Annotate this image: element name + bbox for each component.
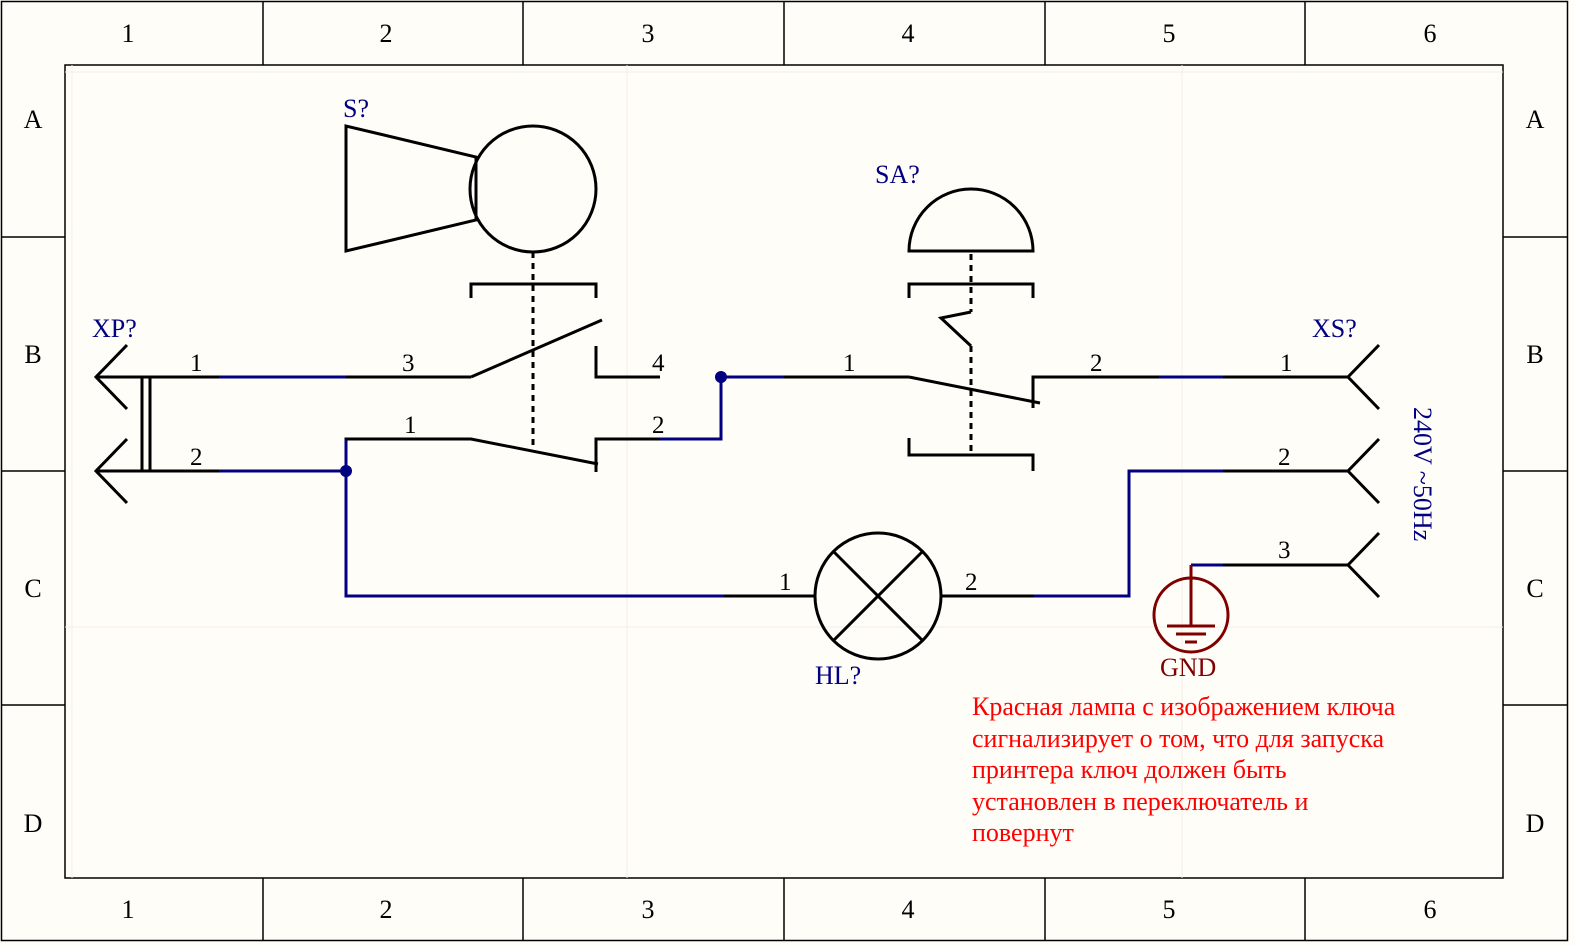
hl-pin-1: 1	[779, 569, 792, 596]
col-label-top: 2	[380, 19, 393, 48]
push-button-sa[interactable]	[784, 187, 1159, 471]
row-label-left: D	[24, 809, 43, 838]
col-label-bottom: 4	[902, 895, 915, 924]
note-line: Красная лампа с изображением ключа	[972, 692, 1396, 721]
key-switch-s[interactable]	[344, 124, 660, 472]
hl-pin-2: 2	[965, 569, 978, 596]
s-pin-4: 4	[652, 350, 665, 377]
col-label-top: 3	[642, 19, 655, 48]
note-line: сигнализирует о том, что для запуска	[972, 724, 1384, 753]
s-pin-1: 1	[404, 412, 417, 439]
junction-dot	[715, 371, 727, 383]
sa-designator: SA?	[875, 160, 920, 189]
row-label-left: A	[24, 105, 43, 134]
xs-pin-2: 2	[1278, 444, 1291, 471]
sa-pin-1: 1	[843, 350, 856, 377]
s-pin-3: 3	[402, 350, 415, 377]
col-label-bottom: 1	[122, 895, 135, 924]
row-label-left: C	[24, 574, 41, 603]
row-label-right: B	[1526, 340, 1543, 369]
col-label-bottom: 5	[1163, 895, 1176, 924]
note-line: принтера ключ должен быть	[972, 755, 1287, 784]
col-label-top: 5	[1163, 19, 1176, 48]
wire-s2-node	[660, 377, 723, 441]
junction-dot	[340, 465, 352, 477]
ground-symbol	[1152, 565, 1230, 654]
socket-xs[interactable]	[1223, 343, 1381, 599]
row-label-right: C	[1526, 574, 1543, 603]
note-line: повернут	[972, 818, 1074, 847]
hl-designator: HL?	[815, 661, 861, 690]
xp-designator: XP?	[92, 314, 137, 343]
note-text: Красная лампа с изображением ключа сигна…	[972, 692, 1396, 847]
xs-designator: XS?	[1312, 314, 1357, 343]
xs-pin-1: 1	[1280, 350, 1293, 377]
col-label-bottom: 3	[642, 895, 655, 924]
wires	[219, 375, 1223, 598]
wire-hl2-xs2	[1034, 469, 1223, 598]
xs-pin-3: 3	[1278, 537, 1291, 564]
xp-pin-1: 1	[190, 350, 203, 377]
col-label-top: 6	[1424, 19, 1437, 48]
note-line: установлен в переключатель и	[972, 787, 1309, 816]
lamp-hl[interactable]	[724, 531, 1034, 661]
plug-xp[interactable]	[93, 343, 219, 505]
row-label-left: B	[24, 340, 41, 369]
gnd-label: GND	[1160, 653, 1216, 682]
row-label-right: D	[1526, 809, 1545, 838]
col-label-top: 4	[902, 19, 915, 48]
supply-voltage-label: 240V ~50Hz	[1408, 407, 1437, 541]
row-label-right: A	[1526, 105, 1545, 134]
wire-xp2-hl1	[219, 469, 724, 598]
s-pin-2: 2	[652, 412, 665, 439]
sa-pin-2: 2	[1090, 350, 1103, 377]
col-label-top: 1	[122, 19, 135, 48]
col-label-bottom: 6	[1424, 895, 1437, 924]
s-designator: S?	[343, 94, 369, 123]
xp-pin-2: 2	[190, 444, 203, 471]
col-label-bottom: 2	[380, 895, 393, 924]
